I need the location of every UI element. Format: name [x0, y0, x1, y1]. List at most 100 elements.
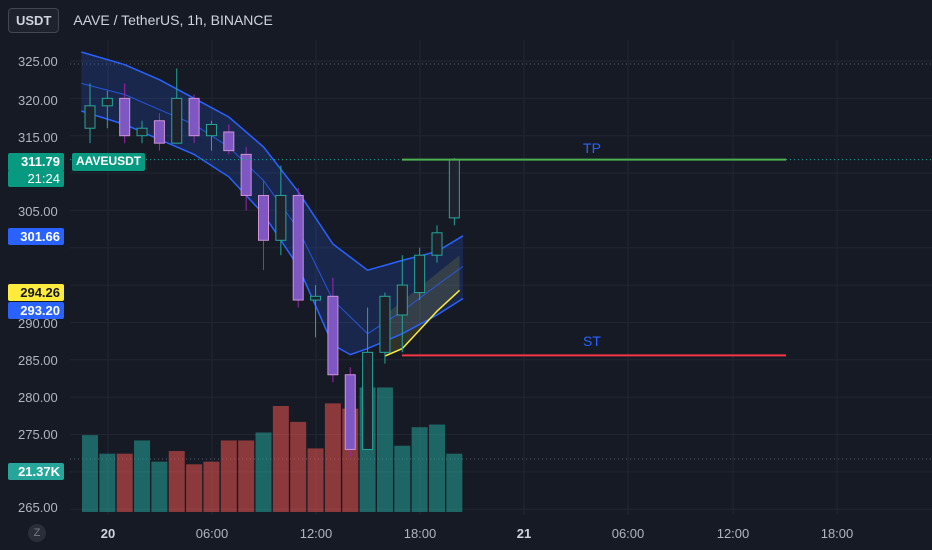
yellow-line-badge: 294.26 [8, 284, 64, 301]
candle [240, 146, 252, 211]
volume-bar [134, 440, 151, 512]
volume-badge: 21.37K [8, 463, 64, 480]
price-tick: 285.00 [18, 353, 58, 368]
candle-body [119, 97, 131, 137]
zoom-reset-button[interactable]: Z [28, 524, 46, 542]
candle-body [205, 123, 217, 137]
price-tick: 290.00 [18, 316, 58, 331]
candle [327, 277, 339, 383]
volume-bar [290, 421, 307, 512]
candle-body [240, 153, 252, 196]
candle-body [379, 295, 391, 353]
price-tick: 315.00 [18, 130, 58, 145]
volume-bar [411, 427, 428, 512]
time-tick: 20 [100, 526, 116, 541]
price-tick: 305.00 [18, 204, 58, 219]
time-tick: 12:00 [716, 526, 750, 541]
volume-bar [272, 406, 289, 512]
volume-bar [116, 453, 133, 512]
take-profit-label: TP [583, 140, 601, 156]
candle-body [310, 295, 322, 301]
candle [292, 187, 304, 308]
candle [101, 90, 113, 129]
chart-header: USDT AAVE / TetherUS, 1h, BINANCE [8, 6, 273, 34]
candle [379, 292, 391, 364]
volume-bar [151, 461, 168, 512]
time-tick: 18:00 [820, 526, 854, 541]
candle-body [223, 131, 235, 152]
upper-band-badge: 301.66 [8, 228, 64, 245]
candle [344, 367, 356, 457]
volume-bar [394, 445, 411, 512]
candles [84, 68, 460, 457]
volume-bar [429, 424, 445, 512]
candle [136, 120, 148, 144]
symbol-title[interactable]: AAVE / TetherUS, 1h, BINANCE [73, 12, 273, 28]
candle [310, 285, 322, 338]
candle [275, 165, 287, 256]
lower-band-badge: 293.20 [8, 302, 64, 319]
volume-bar [307, 448, 324, 512]
candle [188, 94, 200, 144]
volume-bar [186, 464, 203, 512]
currency-button[interactable]: USDT [8, 7, 60, 33]
price-tick: 265.00 [18, 500, 58, 515]
volume-bar [376, 387, 393, 512]
candle-body [362, 351, 374, 450]
candle-body [292, 194, 304, 301]
current-price-label: 311.79 [8, 153, 64, 171]
time-tick: 18:00 [403, 526, 437, 541]
price-tick: 280.00 [18, 390, 58, 405]
volume-bar [324, 403, 341, 512]
volume-bar [82, 435, 98, 512]
candle-body [275, 194, 287, 241]
candle-body [344, 374, 356, 450]
volume-bar [446, 453, 463, 512]
volume-bar [255, 432, 272, 512]
candle [171, 68, 183, 144]
candle-body [171, 97, 183, 144]
candle-body [136, 127, 148, 137]
candle [258, 180, 269, 271]
candle-body [188, 97, 200, 137]
candle-body [101, 97, 113, 107]
time-tick: 21 [516, 526, 532, 541]
volume-bar [99, 453, 116, 512]
trade-levels [70, 158, 932, 357]
candle-body [431, 232, 443, 256]
candle [119, 83, 131, 144]
candle [362, 307, 374, 450]
time-tick: 06:00 [611, 526, 645, 541]
candle-body [396, 284, 408, 316]
price-tick: 275.00 [18, 427, 58, 442]
volume-bar [220, 440, 237, 512]
volume-bars [82, 387, 463, 512]
candle-body [327, 295, 339, 376]
countdown-label: 21:24 [8, 170, 64, 187]
time-tick: 06:00 [195, 526, 229, 541]
symbol-tag: AAVEUSDT [72, 153, 146, 171]
candle [414, 247, 426, 301]
candle [223, 124, 235, 155]
candle [448, 158, 460, 226]
candle-body [84, 105, 96, 129]
volume-bar [203, 461, 220, 512]
yellow-line [384, 289, 461, 357]
price-tick: 325.00 [18, 54, 58, 69]
price-tick: 320.00 [18, 93, 58, 108]
candle-body [258, 194, 269, 241]
candle-body [414, 254, 426, 294]
stop-label: ST [583, 333, 601, 349]
candle-body [153, 120, 165, 144]
candle-body [448, 159, 460, 219]
volume-bar [168, 451, 185, 512]
candle [205, 120, 217, 151]
candle [84, 83, 96, 144]
candle [153, 113, 165, 151]
candle [396, 255, 408, 353]
candle [431, 225, 443, 263]
time-tick: 12:00 [299, 526, 333, 541]
volume-bar [238, 440, 255, 512]
yellow-fill [384, 255, 460, 357]
